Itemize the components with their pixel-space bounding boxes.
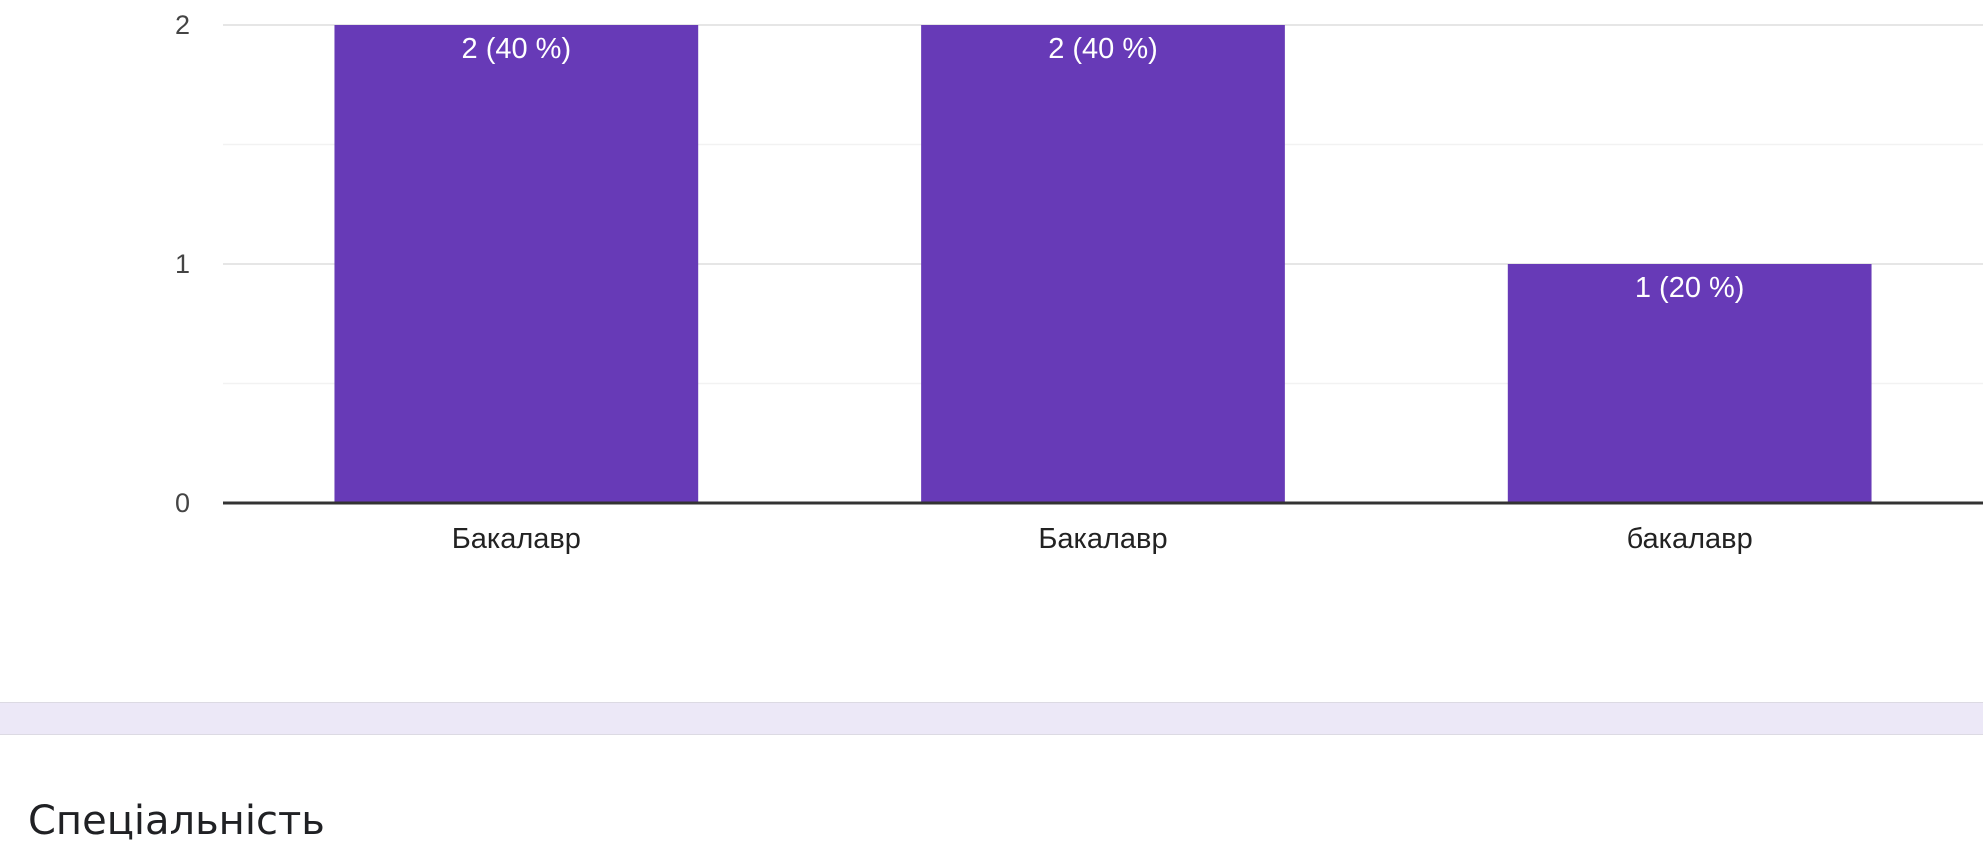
bar-chart-panel: 0 1 2 2 (40 %) Бакалавр 2 (40 %) Бакалавр 1 (20… [174,10,1983,555]
y-tick-label: 2 [175,10,190,40]
bar [1507,264,1872,503]
x-category-label: бакалавр [1627,523,1753,555]
question-card: Спеціальність [0,735,1983,857]
bar-data-label: 2 (40 %) [1048,33,1158,65]
bar [334,25,699,503]
bar-data-label: 1 (20 %) [1635,272,1745,304]
bar [921,25,1285,503]
y-tick-label: 1 [175,249,190,279]
question-title: Спеціальність [28,798,325,844]
x-category-label: Бакалавр [1038,523,1167,555]
y-tick-label: 0 [175,488,190,518]
section-divider [0,702,1983,735]
bar-data-label: 2 (40 %) [462,33,572,65]
x-category-label: Бакалавр [452,523,581,555]
bar-chart: 0 1 2 2 (40 %) Бакалавр 2 (40 %) Бакалавр 1 (20… [175,10,1983,555]
